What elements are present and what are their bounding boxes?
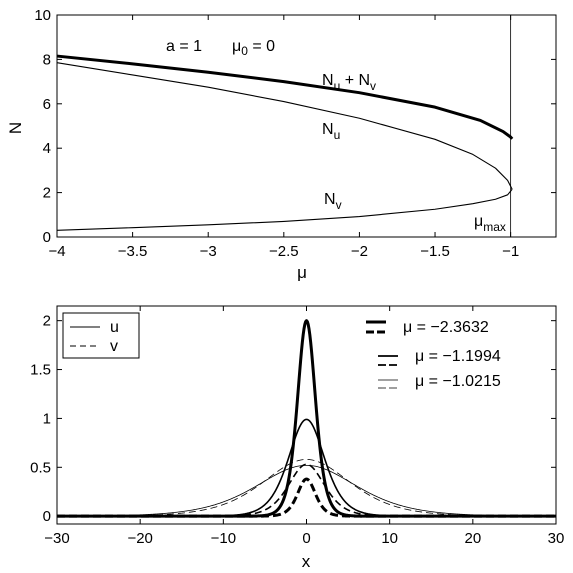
bottom-y-tick-label: 2 — [43, 313, 51, 330]
top-x-tick-label: −3.5 — [118, 243, 148, 260]
top-y-tick-label: 6 — [43, 96, 51, 113]
top-x-tick-label: −4 — [48, 243, 65, 260]
series-label-nu-plus-nv: Nu + Nv — [322, 72, 376, 93]
top-x-tick-label: −1.5 — [420, 243, 450, 260]
bottom-x-tick-label: −30 — [44, 530, 69, 547]
top-y-axis-label: N — [6, 122, 25, 134]
top-x-tick-label: −2 — [351, 243, 368, 260]
top-y-tick-label: 8 — [43, 51, 51, 68]
top-panel: −4 −3.5 −3 −2.5 −2 −1.5 −1 0 2 4 6 8 10 μ N a = 1 μ0… — [6, 7, 557, 282]
bottom-y-tick-label: 1 — [43, 410, 51, 427]
bottom-x-tick-label: −20 — [127, 530, 152, 547]
bottom-y-tick-label: 1.5 — [30, 362, 51, 379]
top-y-tick-label: 10 — [34, 7, 51, 24]
top-y-tick-label: 4 — [43, 140, 51, 157]
top-x-tick-label: −2.5 — [269, 243, 299, 260]
legend-mu2-label: μ = −1.1994 — [415, 348, 501, 365]
profile-u-mu-neg1p0215 — [56, 464, 557, 517]
parameter-mu0-text: μ0 = 0 — [232, 38, 275, 58]
profile-u-mu-neg1p1994 — [57, 418, 556, 517]
series-label-nu: Nu — [322, 121, 340, 142]
legend-component: u v — [62, 312, 140, 359]
bottom-curves — [56, 319, 557, 518]
bottom-x-tick-label: 30 — [548, 530, 565, 547]
bottom-ticks: −30 −20 −10 0 10 20 30 0 0.5 1 1.5 2 — [30, 306, 564, 547]
bottom-x-tick-label: −10 — [211, 530, 236, 547]
curve-nv — [56, 188, 513, 231]
legend-component-box — [62, 312, 140, 359]
top-x-tick-label: −3 — [200, 243, 217, 260]
profile-v-mu-neg2p3632 — [56, 477, 557, 518]
bottom-y-tick-label: 0.5 — [30, 459, 51, 476]
top-plot-frame — [56, 14, 557, 238]
curve-nu-plus-nv — [56, 54, 514, 140]
bottom-x-tick-label: 10 — [381, 530, 398, 547]
mu-max-annotation: μmax — [474, 213, 506, 234]
legend-v-label: v — [110, 338, 118, 355]
profile-v-mu-neg1p1994 — [57, 463, 556, 517]
legend-mu3-label: μ = −1.0215 — [415, 373, 501, 390]
legend-u-label: u — [110, 319, 119, 336]
bottom-x-tick-label: 20 — [464, 530, 481, 547]
bottom-panel: −30 −20 −10 0 10 20 30 0 0.5 1 1.5 2 x u v μ = −2.3… — [30, 305, 564, 571]
top-y-tick-label: 0 — [43, 229, 51, 246]
bottom-x-tick-label: 0 — [302, 530, 310, 547]
series-label-nv: Nv — [324, 191, 342, 212]
legend-mu: μ = −2.3632 μ = −1.1994 μ = −1.0215 — [366, 319, 501, 390]
legend-mu1-label: μ = −2.3632 — [403, 319, 489, 336]
top-x-axis-label: μ — [297, 263, 307, 282]
profile-v-mu-neg1p0215 — [57, 459, 556, 517]
bottom-y-tick-label: 0 — [43, 508, 51, 525]
parameter-a-text: a = 1 — [166, 38, 202, 55]
top-curves — [56, 15, 514, 237]
bottom-x-axis-label: x — [302, 552, 311, 571]
curve-nu — [56, 62, 513, 190]
top-y-tick-label: 2 — [43, 185, 51, 202]
top-x-tick-label: −1 — [502, 243, 519, 260]
